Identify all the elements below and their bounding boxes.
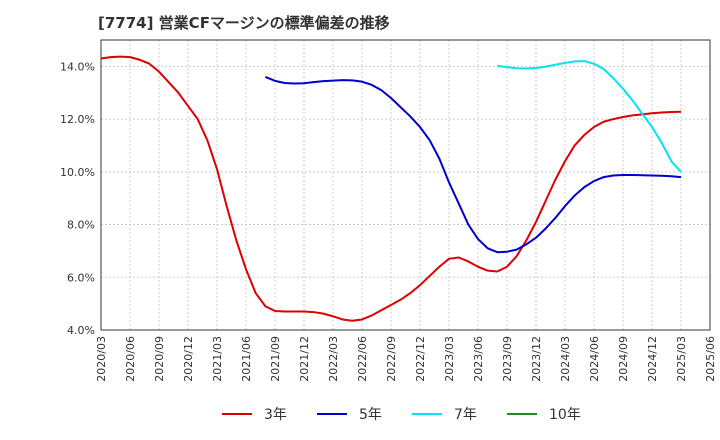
series-line-3年	[100, 55, 682, 322]
y-tick-label: 8.0%	[67, 219, 95, 232]
plot-frame	[100, 39, 711, 331]
x-tick-label: 2024/03	[559, 336, 572, 382]
x-tick-label: 2025/03	[675, 336, 688, 382]
x-tick-label: 2020/03	[95, 336, 108, 382]
x-tick-label: 2022/06	[356, 336, 369, 382]
series-line-5年	[264, 75, 682, 254]
x-tick-label: 2022/03	[327, 336, 340, 382]
x-axis: 2020/03 2020/06 2020/09 2020/12 2021/03 2021/…	[95, 336, 717, 382]
legend-label: 10年	[549, 407, 581, 423]
y-tick-label: 4.0%	[67, 324, 95, 337]
y-tick-label: 14.0%	[60, 60, 95, 73]
x-tick-label: 2020/12	[182, 336, 195, 382]
x-tick-label: 2023/09	[501, 336, 514, 382]
x-tick-label: 2024/06	[588, 336, 601, 382]
series-lines	[100, 55, 682, 322]
legend-label: 7年	[454, 407, 477, 423]
x-tick-label: 2024/09	[617, 336, 630, 382]
x-tick-label: 2022/12	[414, 336, 427, 382]
x-tick-label: 2022/09	[385, 336, 398, 382]
x-tick-label: 2023/12	[530, 336, 543, 382]
x-tick-label: 2020/09	[153, 336, 166, 382]
series-line-7年	[497, 60, 682, 173]
x-tick-label: 2021/12	[298, 336, 311, 382]
x-tick-label: 2021/03	[211, 336, 224, 382]
x-tick-label: 2021/09	[269, 336, 282, 382]
y-tick-label: 12.0%	[60, 113, 95, 126]
y-tick-label: 10.0%	[60, 166, 95, 179]
x-tick-label: 2023/03	[443, 336, 456, 382]
x-tick-label: 2024/12	[646, 336, 659, 382]
y-tick-label: 6.0%	[67, 271, 95, 284]
legend: 3年 5年 7年 10年	[222, 407, 581, 423]
y-axis: 4.0% 6.0% 8.0% 10.0% 12.0% 14.0%	[60, 60, 95, 337]
legend-label: 3年	[264, 407, 287, 423]
x-tick-label: 2021/06	[240, 336, 253, 382]
x-tick-label: 2020/06	[124, 336, 137, 382]
x-tick-label: 2025/06	[704, 336, 717, 382]
plot-border	[100, 39, 711, 331]
legend-label: 5年	[359, 407, 382, 423]
chart-title: [7774] 営業CFマージンの標準偏差の推移	[98, 14, 390, 32]
x-tick-label: 2023/06	[472, 336, 485, 382]
